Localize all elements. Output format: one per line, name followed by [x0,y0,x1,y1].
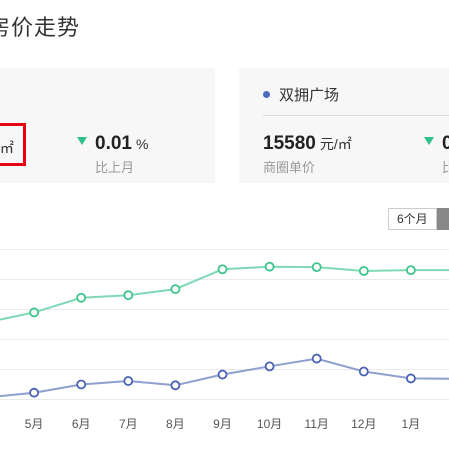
page-title: 房价走势 [0,15,81,40]
series-2-point [29,387,39,398]
series-1-point [217,264,228,275]
down-arrow-icon [424,137,434,145]
legend-dot-icon [263,91,270,98]
time-range-tabs: 6个月 [388,208,449,230]
price-trend-chart: 5月 6月 7月 8月 9月 10月 11月 12月 1月 [0,249,449,431]
business-area-name: 双拥广场 [279,87,340,104]
series-1-point [264,261,275,272]
x-tick-label: 9月 [213,417,232,431]
district-price-card: /㎡ 0.01 % 比上月 [0,68,215,183]
district-change-block: 0.01 % 比上月 [77,133,148,176]
x-tick-label: 6月 [72,417,91,431]
x-tick-label: 12月 [351,417,376,431]
highlight-box [0,123,26,166]
business-area-change-block: 0 比 [424,133,449,176]
district-change-value: 0.01 [95,133,132,154]
x-tick-label: 1月 [402,417,421,431]
tab-other-range[interactable] [436,208,449,230]
x-tick-label: 10月 [257,417,282,431]
series-2-point [123,376,134,386]
business-area-price-unit: 元/㎡ [319,136,352,152]
card-divider [263,115,449,116]
series-2-point [76,379,87,390]
down-arrow-icon [77,137,87,145]
series-2-point [358,366,369,377]
series-line-1 [0,265,449,321]
x-tick-label: 11月 [304,417,328,431]
district-change-unit: % [135,136,149,152]
x-tick-label: 7月 [119,417,138,431]
series-1-point [29,307,39,318]
x-tick-label: 5月 [25,417,44,431]
series-1-point [76,292,87,303]
series-1-point [405,265,416,276]
district-price-unit: /㎡ [0,140,14,156]
business-area-name-row: 双拥广场 [263,84,339,105]
business-area-price-card: 双拥广场 15580 元/㎡ 商圈单价 0 比 [239,68,449,183]
business-area-price-block: 15580 元/㎡ 商圈单价 [263,133,352,176]
x-tick-label: 8月 [166,417,185,431]
series-2-point [170,380,181,391]
district-change-caption: 比上月 [95,160,135,175]
series-2-point [217,369,228,380]
series-1-point [358,266,369,276]
business-area-price-value: 15580 [263,133,316,154]
business-area-price-caption: 商圈单价 [263,160,316,175]
tab-6-months[interactable]: 6个月 [388,208,437,230]
series-2-point [311,353,322,364]
series-2-point [264,361,275,372]
business-area-change-value: 0 [442,133,449,154]
series-1-point [311,262,322,273]
series-1-point [123,290,134,301]
series-2-point [405,373,416,384]
series-1-point [170,284,181,295]
business-area-change-caption: 比 [442,160,449,175]
